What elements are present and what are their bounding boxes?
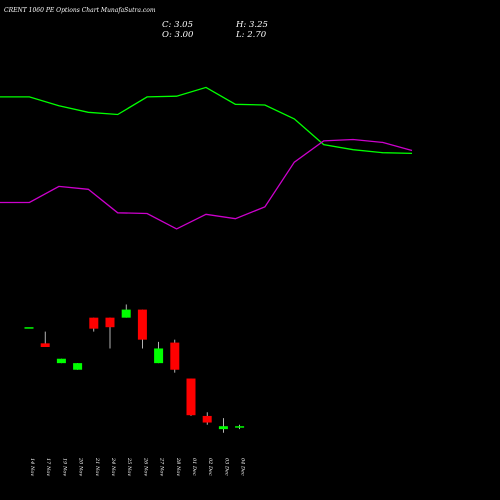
high-value: H: 3.25 — [235, 20, 268, 30]
candle-body — [73, 363, 83, 370]
candle-21-nov — [89, 317, 99, 332]
candle-27-nov — [154, 341, 164, 364]
indicator-lines — [0, 86, 413, 230]
candle-04-dec — [235, 424, 245, 430]
x-tick-label: 19 Nov — [61, 458, 67, 476]
candle-body — [56, 358, 66, 364]
low-value: L: 2.70 — [235, 30, 267, 40]
candle-body — [40, 343, 50, 347]
candle-14-nov — [24, 327, 34, 329]
candle-20-nov — [73, 363, 83, 370]
candle-body — [154, 348, 164, 364]
x-tick-label: 28 Nov — [175, 457, 181, 476]
x-tick-label: 26 Nov — [142, 457, 148, 476]
x-tick-label: 25 Nov — [126, 457, 132, 476]
green-indicator-line — [0, 86, 413, 155]
candles-group — [24, 304, 245, 433]
candle-02-dec — [202, 412, 212, 425]
candle-body — [202, 415, 212, 423]
x-tick-label: 17 Nov — [45, 458, 51, 476]
chart-title: CRENT 1060 PE Options Chart MunafaSutra.… — [4, 7, 156, 14]
candle-body — [24, 327, 34, 329]
candle-body — [218, 426, 228, 430]
candle-03-dec — [218, 418, 228, 433]
candle-25-nov — [121, 304, 131, 318]
candle-body — [121, 309, 131, 318]
candle-19-nov — [56, 358, 66, 364]
x-tick-label: 02 Dec — [207, 458, 213, 476]
close-value: C: 3.05 — [162, 20, 193, 30]
open-value: O: 3.00 — [162, 30, 194, 40]
candle-body — [89, 317, 99, 329]
candle-body — [137, 309, 147, 340]
x-tick-label: 14 Nov — [29, 458, 35, 476]
x-tick-label: 20 Nov — [78, 457, 84, 476]
candle-body — [170, 342, 180, 370]
candle-26-nov — [137, 309, 147, 349]
x-tick-label: 03 Dec — [223, 458, 229, 476]
magenta-indicator-line — [0, 138, 413, 230]
candle-17-nov — [40, 331, 50, 347]
candle-28-nov — [170, 339, 180, 373]
x-tick-label: 27 Nov — [159, 457, 165, 476]
x-axis-ticks: 14 Nov 17 Nov 19 Nov 20 Nov 21 Nov 24 Nov 25 N… — [29, 457, 246, 476]
candle-body — [186, 378, 196, 416]
x-tick-label: 21 Nov — [94, 457, 100, 476]
candle-24-nov — [105, 317, 115, 349]
x-tick-label: 04 Dec — [240, 458, 246, 476]
candle-01-dec — [186, 378, 196, 416]
candle-body — [105, 317, 115, 328]
candle-body — [235, 426, 245, 428]
x-tick-label: 01 Dec — [191, 458, 197, 476]
x-tick-label: 24 Nov — [110, 457, 116, 476]
